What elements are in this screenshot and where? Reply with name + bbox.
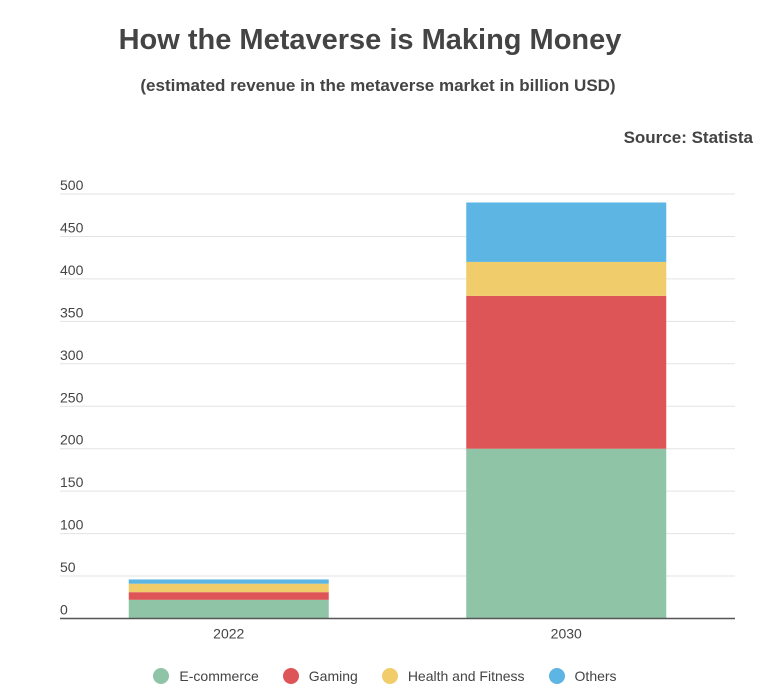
bar-2022-gaming xyxy=(128,592,329,600)
y-tick-label-0: 0 xyxy=(60,602,68,618)
bar-2030-others xyxy=(466,202,667,262)
chart-legend: E-commerce Gaming Health and Fitness Oth… xyxy=(0,668,770,684)
bar-2030-gaming xyxy=(466,295,667,449)
chart-subtitle: (estimated revenue in the metaverse mark… xyxy=(140,76,616,95)
legend-item-gaming: Gaming xyxy=(282,668,358,684)
x-tick-label-2030: 2030 xyxy=(551,626,582,642)
legend-item-health-and-fitness: Health and Fitness xyxy=(381,668,525,684)
legend-label-e-commerce: E-commerce xyxy=(179,668,259,684)
y-tick-label-300: 300 xyxy=(60,347,84,363)
legend-item-others: Others xyxy=(548,668,617,684)
y-tick-label-200: 200 xyxy=(60,432,84,448)
x-tick-label-2022: 2022 xyxy=(213,626,244,642)
legend-swatch-health-and-fitness xyxy=(381,668,398,684)
legend-item-e-commerce: E-commerce xyxy=(153,668,259,684)
y-tick-label-500: 500 xyxy=(60,177,84,193)
bar-2022-others xyxy=(128,579,329,584)
legend-label-gaming: Gaming xyxy=(308,668,358,684)
bar-2022-health-and-fitness xyxy=(128,583,329,593)
legend-swatch-e-commerce xyxy=(153,668,170,684)
legend-swatch-gaming xyxy=(282,668,299,684)
source-note: Source: Statista xyxy=(623,128,753,147)
y-tick-label-450: 450 xyxy=(60,219,84,235)
chart-title: How the Metaverse is Making Money xyxy=(118,24,622,56)
bar-2030-e-commerce xyxy=(466,448,667,619)
legend-label-health-and-fitness: Health and Fitness xyxy=(407,668,525,684)
bar-2022-e-commerce xyxy=(128,599,329,619)
y-tick-label-100: 100 xyxy=(60,517,84,533)
y-tick-label-150: 150 xyxy=(60,474,84,490)
legend-swatch-others xyxy=(548,668,565,684)
y-tick-label-50: 50 xyxy=(60,559,76,575)
y-tick-label-250: 250 xyxy=(60,389,84,405)
legend-label-others: Others xyxy=(574,668,617,684)
y-tick-label-400: 400 xyxy=(60,262,84,278)
bar-2030-health-and-fitness xyxy=(466,261,667,296)
y-tick-label-350: 350 xyxy=(60,304,84,320)
